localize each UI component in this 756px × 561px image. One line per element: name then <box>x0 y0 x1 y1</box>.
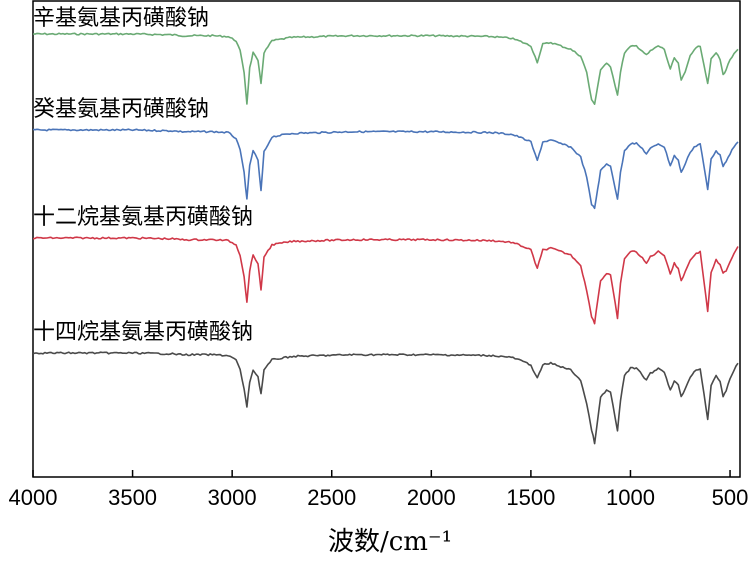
x-axis-ticks: 4000 3500 3000 2500 2000 1500 1000 500 <box>9 470 749 510</box>
x-tick-label: 500 <box>712 485 749 510</box>
series-label-4: 十四烷基氨基丙磺酸钠 <box>33 320 253 345</box>
series-label-3: 十二烷基氨基丙磺酸钠 <box>33 205 253 230</box>
series-label-2: 癸基氨基丙磺酸钠 <box>33 97 209 122</box>
spectrum-line-4 <box>32 351 739 445</box>
x-tick-label: 2500 <box>307 485 356 510</box>
spectrum-line-3 <box>32 236 739 325</box>
spectrum-line-1 <box>32 32 739 105</box>
x-tick-label: 3000 <box>208 485 257 510</box>
x-axis-title: 波数/cm⁻¹ <box>328 527 452 557</box>
series-layer <box>32 32 739 445</box>
spectrum-line-2 <box>32 128 739 210</box>
x-tick-label: 4000 <box>9 485 58 510</box>
x-tick-label: 2000 <box>407 485 456 510</box>
x-tick-label: 3500 <box>108 485 157 510</box>
plot-frame <box>32 0 741 478</box>
series-label-1: 辛基氨基丙磺酸钠 <box>33 6 209 31</box>
x-tick-label: 1000 <box>606 485 655 510</box>
x-tick-label: 1500 <box>506 485 555 510</box>
